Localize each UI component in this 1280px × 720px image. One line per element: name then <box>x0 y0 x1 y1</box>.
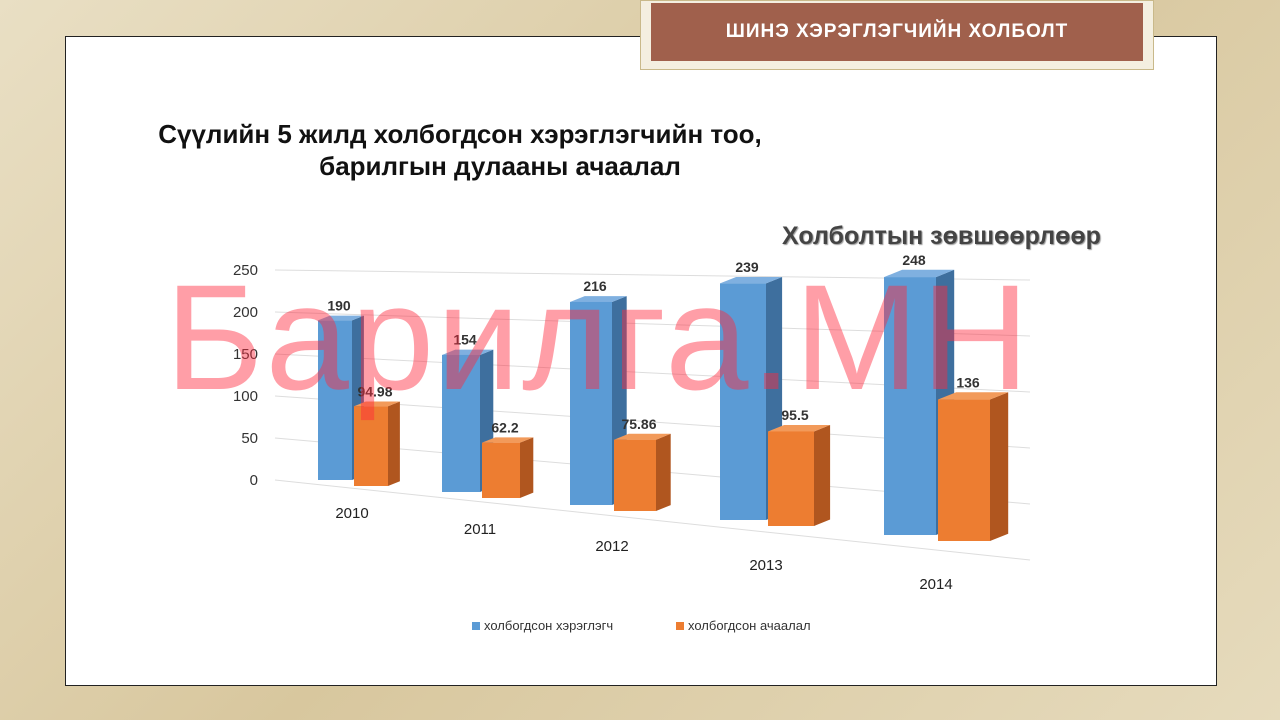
bar-load-2011 <box>482 442 520 498</box>
bar-top <box>442 349 494 355</box>
bar-top <box>318 315 364 321</box>
data-label: 94.98 <box>357 383 392 399</box>
data-label: 190 <box>327 298 351 314</box>
legend-label: холбогдсон ачаалал <box>688 618 811 633</box>
bar-top <box>354 401 400 407</box>
bar-top <box>614 433 671 440</box>
x-tick-label: 2011 <box>464 521 496 538</box>
bar-top <box>938 392 1009 400</box>
bar-users-2014 <box>884 277 936 535</box>
bar-top <box>720 276 783 284</box>
legend-item-users: холбогдсон хэрэглэгч <box>472 618 613 633</box>
x-tick-label: 2013 <box>749 557 782 574</box>
bar-load-2013 <box>768 431 814 526</box>
data-label: 62.2 <box>491 419 518 435</box>
bar-side <box>990 392 1009 541</box>
y-tick-label: 100 <box>233 388 258 405</box>
legend-label: холбогдсон хэрэглэгч <box>484 618 614 633</box>
data-label: 154 <box>453 332 477 348</box>
bar-top <box>570 296 627 302</box>
bar-side <box>520 437 534 498</box>
bar-side <box>814 425 831 526</box>
data-label: 239 <box>735 259 759 275</box>
chart-subtitle: Холболтын зөвшөөрлөөр <box>782 222 1101 250</box>
y-tick-label: 250 <box>233 262 258 279</box>
bar-top <box>884 269 955 278</box>
gridline <box>274 479 1031 561</box>
title-line-1: Сүүлийн 5 жилд холбогдсон хэрэглэгчийн т… <box>158 119 762 149</box>
legend-swatch <box>472 621 480 630</box>
x-tick-label: 2014 <box>919 576 952 593</box>
y-tick-label: 200 <box>233 304 258 321</box>
title-line-2: барилгын дулааны ачаалал <box>319 151 681 181</box>
x-tick-label: 2012 <box>595 538 628 555</box>
y-tick-label: 50 <box>241 430 258 447</box>
banner-title: ШИНЭ ХЭРЭГЛЭГЧИЙН ХОЛБОЛТ <box>651 3 1143 61</box>
bar-side <box>656 433 671 511</box>
y-tick-label: 150 <box>233 346 258 363</box>
bar-users-2010 <box>318 320 352 480</box>
bar-load-2012 <box>614 439 656 511</box>
legend-swatch <box>676 621 684 630</box>
data-label: 95.5 <box>781 407 808 423</box>
slide <box>65 36 1217 686</box>
data-label: 75.86 <box>621 416 656 432</box>
header-banner: ШИНЭ ХЭРЭГЛЭГЧИЙН ХОЛБОЛТ <box>640 0 1154 70</box>
chart-title: Сүүлийн 5 жилд холбогдсон хэрэглэгчийн т… <box>0 118 920 182</box>
bar-side <box>388 401 400 486</box>
data-label: 136 <box>956 374 980 390</box>
bar-load-2014 <box>938 399 990 541</box>
bar-top <box>482 437 534 443</box>
x-tick-label: 2010 <box>335 505 368 522</box>
legend-item-load: холбогдсон ачаалал <box>676 618 811 633</box>
bar-load-2010 <box>354 406 388 486</box>
bar-users-2011 <box>442 354 480 492</box>
y-tick-label: 0 <box>250 472 258 489</box>
bar-top <box>768 425 831 432</box>
bar-users-2013 <box>720 283 766 520</box>
data-label: 216 <box>583 278 607 294</box>
data-label: 248 <box>902 252 926 268</box>
bar-users-2012 <box>570 301 612 505</box>
